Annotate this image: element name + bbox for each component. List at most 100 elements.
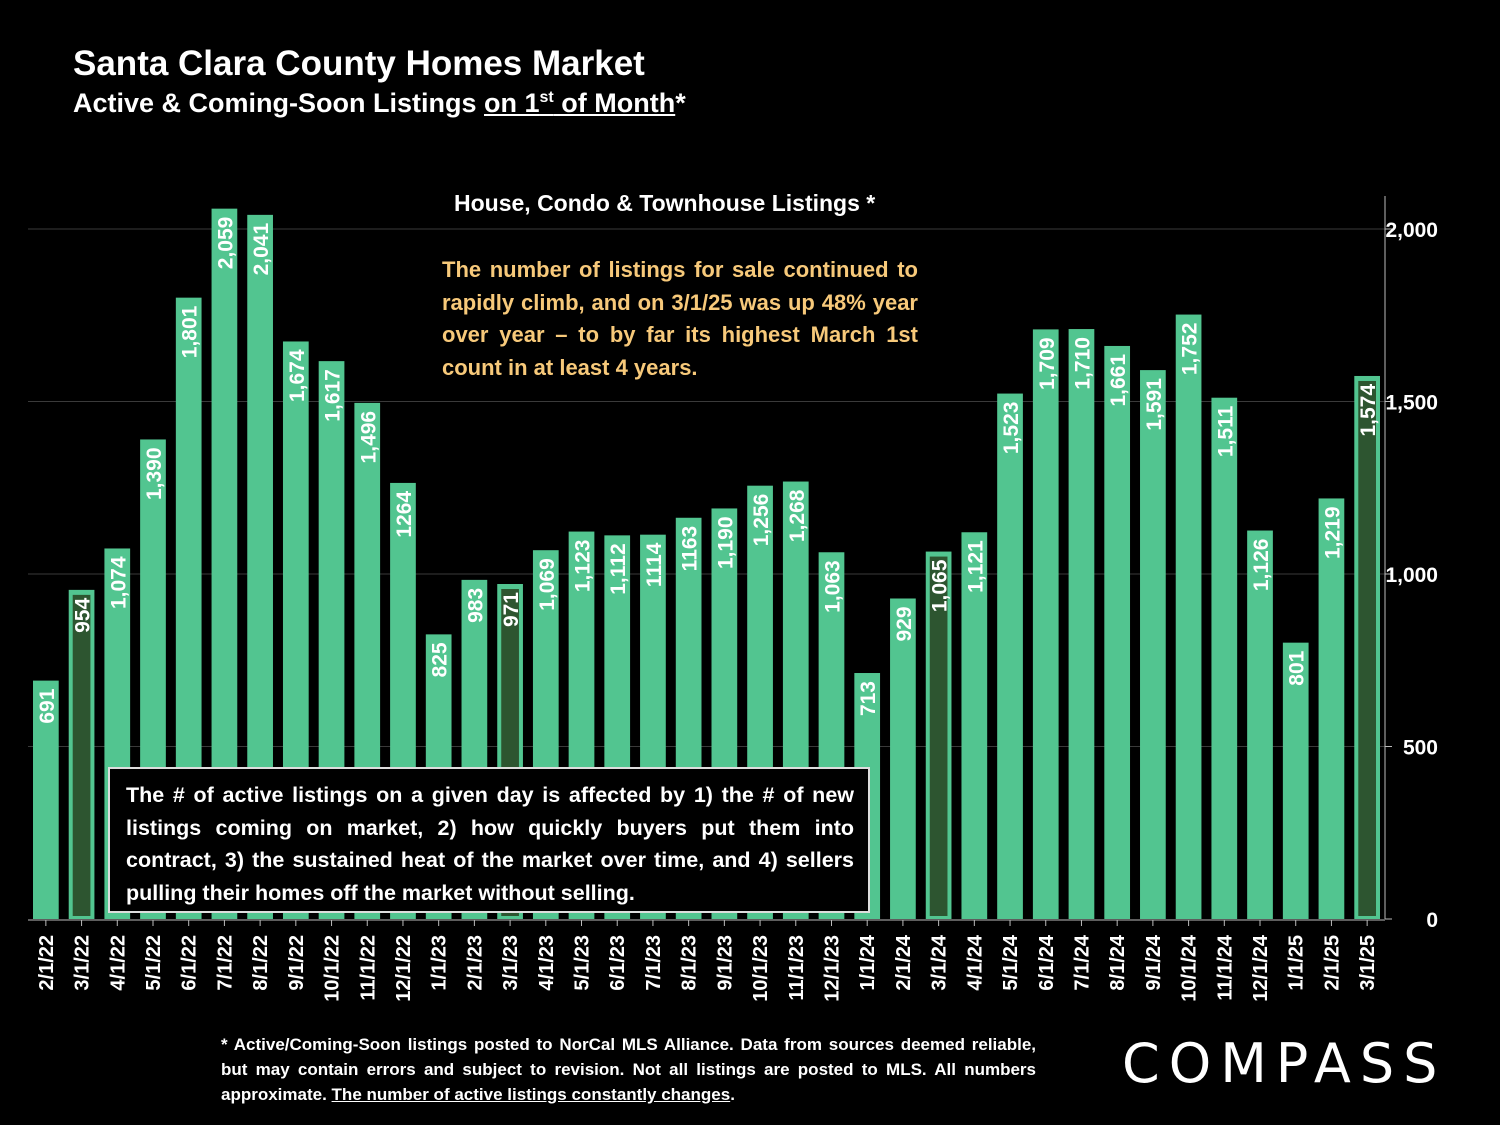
x-tick-label: 6/1/24 [1036,934,1058,990]
bar-value-label: 1,591 [1143,378,1166,431]
compass-logo: COMPASS [1122,1032,1447,1095]
footnote: * Active/Coming-Soon listings posted to … [221,1032,1036,1107]
bar [1104,345,1131,920]
bar-value-label: 1,219 [1321,506,1344,559]
bar-value-label: 1163 [679,526,702,572]
bar-value-label: 1,063 [821,560,844,613]
bar-value-label: 1,121 [964,540,987,593]
bar-value-label: 1,661 [1107,354,1130,407]
bar-value-label: 1,069 [536,558,559,611]
bar-value-label: 971 [500,592,523,627]
x-tick-label: 5/1/22 [143,935,165,991]
x-tick-label: 11/1/23 [786,935,808,1001]
bar [1247,530,1273,919]
x-tick-label: 11/1/22 [357,935,379,1001]
bar-value-label: 1,065 [929,559,952,612]
y-tick-label: 1,000 [1385,564,1438,587]
x-tick-label: 2/1/25 [1321,935,1343,991]
bar [1282,642,1309,919]
chart-annotation: The number of listings for sale continue… [442,257,918,380]
x-tick-label: 12/1/24 [1250,934,1272,1002]
x-tick-label: 4/1/22 [107,935,129,991]
bar-value-label: 1,801 [179,305,202,358]
y-tick-label: 0 [1426,909,1438,932]
bar-value-label: 1,710 [1071,337,1094,390]
x-tick-label: 9/1/22 [286,935,308,991]
x-axis-labels: 2/1/22 3/1/22 4/1/22 5/1/22 6/1/22 7/1/22 8/1/… [36,920,1379,1002]
subtitle-superscript: st [539,89,554,106]
bar-value-label: 1,574 [1357,384,1380,437]
bar [890,598,916,919]
bar-value-label: 1,511 [1214,405,1237,457]
bar [1211,397,1238,920]
bar-value-label: 801 [1286,650,1309,685]
bar [32,680,59,919]
x-tick-label: 3/1/24 [929,934,951,990]
bar-value-label: 1,390 [143,447,166,500]
note-box: The # of active listings on a given day … [108,767,870,913]
y-tick-label: 2,000 [1385,219,1438,242]
x-tick-label: 1/1/23 [429,935,451,991]
bar-highlight-inner [929,556,948,916]
x-tick-label: 5/1/24 [1000,934,1022,990]
bar-value-label: 1,709 [1036,337,1059,390]
bar-value-label: 691 [36,688,59,723]
x-tick-label: 3/1/25 [1357,935,1379,991]
subtitle-underlined: on 1st of Month [484,88,675,118]
x-tick-label: 12/1/23 [821,935,843,1002]
x-tick-label: 6/1/23 [607,935,629,991]
x-tick-label: 7/1/23 [643,935,665,991]
bar-highlight-inner [72,594,91,916]
bar-value-label: 1114 [643,542,666,587]
y-tick-label: 500 [1403,737,1438,760]
x-tick-label: 10/1/24 [1179,934,1201,1002]
bar [1032,329,1059,919]
bar-value-label: 954 [72,598,95,633]
bar [997,393,1023,919]
x-tick-label: 3/1/23 [500,935,522,991]
bar-value-labels: 691 954 1,074 1,390 1,801 2,059 2,041 1,674 1,61… [36,217,1380,724]
bar [1318,498,1345,919]
bars [32,208,1381,920]
y-axis: 0 500 1,000 1,500 2,000 [28,196,1438,932]
x-tick-label: 7/1/22 [214,935,236,991]
bar-value-label: 1,123 [572,540,595,593]
x-tick-label: 1/1/24 [857,934,879,990]
bar-value-label: 1,496 [357,411,380,464]
page-subtitle: Active & Coming-Soon Listings on 1st of … [73,88,686,119]
x-tick-label: 9/1/23 [714,935,736,991]
x-tick-label: 12/1/22 [393,935,415,1002]
bar-value-label: 713 [857,681,880,716]
bar-value-label: 1,126 [1250,539,1273,592]
y-tick-label: 1,500 [1385,392,1438,415]
bar-value-label: 2,041 [250,223,273,276]
bar-value-label: 1,074 [107,556,130,609]
bar [1175,314,1202,919]
x-tick-label: 10/1/22 [322,935,344,1002]
bar-highlight-inner [1358,380,1377,917]
x-tick-label: 6/1/22 [179,935,201,991]
subtitle-prefix: Active & Coming-Soon Listings [73,88,485,118]
bar-value-label: 1,256 [750,494,773,547]
bar-value-label: 1,268 [786,489,809,542]
bar [1140,370,1166,920]
x-tick-label: 8/1/23 [679,935,701,991]
x-tick-label: 1/1/25 [1286,935,1308,991]
x-tick-label: 11/1/24 [1214,934,1236,1001]
bar-value-label: 1,674 [286,349,309,402]
bar-value-label: 983 [464,588,487,623]
x-tick-label: 4/1/23 [536,935,558,991]
x-tick-label: 2/1/24 [893,934,915,990]
bar-value-label: 1,112 [607,543,630,594]
x-tick-label: 5/1/23 [572,935,594,991]
bar [961,532,988,919]
subtitle-underlined-b: of Month [553,88,676,118]
bar-value-label: 1,190 [714,516,737,569]
bar-value-label: 929 [893,606,916,641]
bar-value-label: 825 [429,642,452,677]
x-tick-label: 8/1/24 [1107,934,1129,990]
footnote-underlined: The number of active listings constantly… [331,1085,731,1104]
x-tick-label: 3/1/22 [72,935,94,991]
x-tick-label: 2/1/23 [464,935,486,991]
